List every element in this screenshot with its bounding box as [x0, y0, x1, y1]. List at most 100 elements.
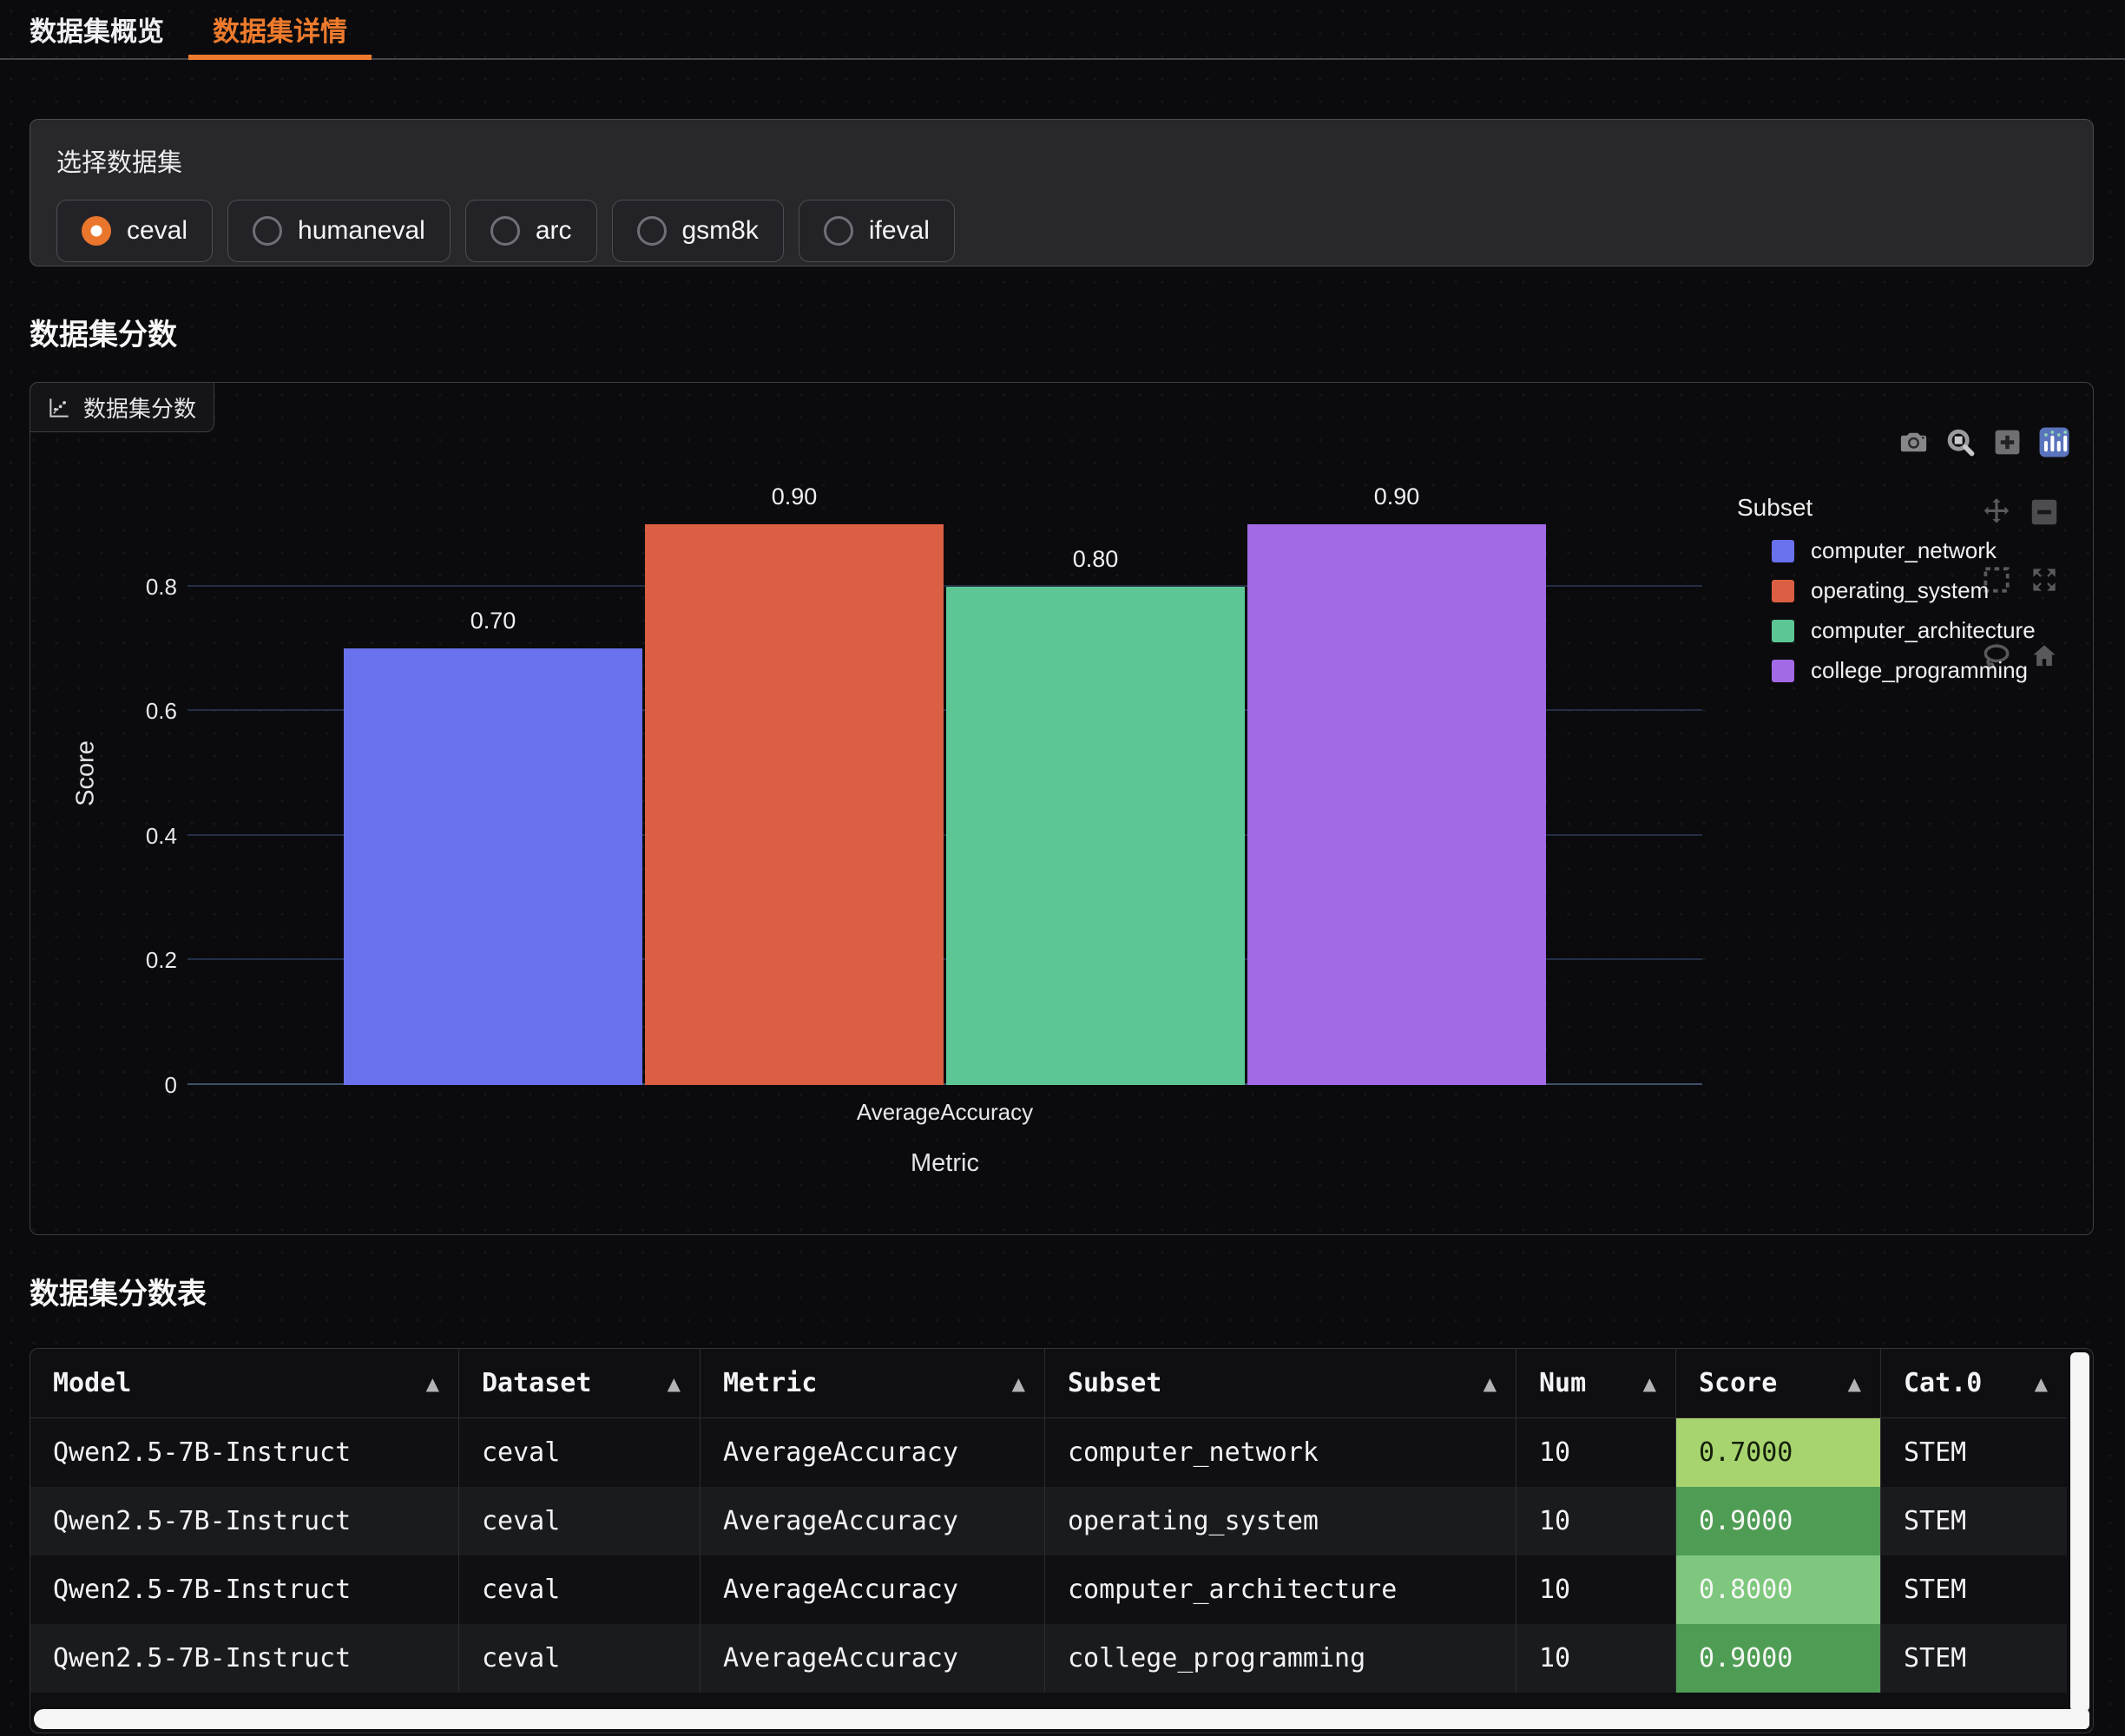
zoom-icon[interactable] [1944, 426, 1977, 458]
cell-metric[interactable]: AverageAccuracy [701, 1624, 1045, 1693]
legend-item-computer_network[interactable]: computer_network [1737, 537, 2036, 564]
column-header-model[interactable]: Model ▲ [30, 1349, 459, 1417]
cell-dataset[interactable]: ceval [459, 1624, 701, 1693]
legend-item-computer_architecture[interactable]: computer_architecture [1737, 617, 2036, 644]
radio-option-label: humaneval [298, 216, 425, 246]
table-row: Qwen2.5-7B-InstructcevalAverageAccuracyc… [30, 1418, 2067, 1487]
legend-item-college_programming[interactable]: college_programming [1737, 657, 2036, 684]
cell-dataset[interactable]: ceval [459, 1555, 701, 1624]
y-axis-title: Score [72, 740, 101, 806]
sort-ascending-icon: ▲ [2035, 1373, 2048, 1394]
camera-icon[interactable] [1898, 426, 1930, 458]
cell-metric[interactable]: AverageAccuracy [701, 1555, 1045, 1624]
table-row: Qwen2.5-7B-InstructcevalAverageAccuracyo… [30, 1487, 2067, 1555]
legend-item-label: computer_architecture [1811, 617, 2036, 644]
cell-num[interactable]: 10 [1516, 1487, 1676, 1555]
table-vertical-scrollbar[interactable] [2070, 1352, 2089, 1712]
radio-option-label: ceval [127, 216, 188, 246]
legend-item-label: computer_network [1811, 537, 1997, 564]
cell-score[interactable]: 0.7000 [1676, 1418, 1881, 1487]
cell-model[interactable]: Qwen2.5-7B-Instruct [30, 1555, 459, 1624]
column-header-subset[interactable]: Subset▲ [1045, 1349, 1516, 1417]
cell-cat-0[interactable]: STEM [1881, 1624, 2067, 1693]
plot-label: 数据集分数 [30, 382, 214, 432]
column-header-label: Metric [723, 1368, 817, 1398]
radio-option-ifeval[interactable]: ifeval [799, 200, 955, 262]
radio-option-ceval[interactable]: ceval [56, 200, 213, 262]
dataset-selector-panel: 选择数据集 ceval humaneval arc gsm8k ifeval [30, 119, 2094, 266]
y-tick-label: 0 [165, 1072, 177, 1098]
cell-num[interactable]: 10 [1516, 1555, 1676, 1624]
y-tick-label: 0.8 [146, 574, 177, 600]
column-header-label: Model [53, 1368, 131, 1398]
tab-1[interactable]: 数据集概览 [5, 0, 188, 58]
column-header-dataset[interactable]: Dataset ▲ [459, 1349, 701, 1417]
zoom-in-icon[interactable] [1991, 426, 2023, 458]
cell-subset[interactable]: computer_network [1045, 1418, 1516, 1487]
radio-option-humaneval[interactable]: humaneval [227, 200, 451, 262]
column-header-metric[interactable]: Metric▲ [701, 1349, 1045, 1417]
column-header-label: Cat.0 [1904, 1368, 1982, 1398]
tab-2[interactable]: 数据集详情 [188, 0, 372, 58]
cell-score[interactable]: 0.9000 [1676, 1487, 1881, 1555]
cell-score[interactable]: 0.8000 [1676, 1555, 1881, 1624]
radio-option-label: gsm8k [682, 216, 759, 246]
plot-area: 00.20.40.60.80.700.900.800.90AverageAccu… [188, 462, 1702, 1085]
legend-swatch [1772, 620, 1794, 642]
column-header-label: Dataset [482, 1368, 591, 1398]
column-header-score[interactable]: Score ▲ [1676, 1349, 1881, 1417]
y-tick-label: 0.2 [146, 947, 177, 973]
dataset-radio-group: ceval humaneval arc gsm8k ifeval [56, 200, 2067, 262]
cell-num[interactable]: 10 [1516, 1624, 1676, 1693]
cell-model[interactable]: Qwen2.5-7B-Instruct [30, 1487, 459, 1555]
x-tick-label: AverageAccuracy [857, 1099, 1033, 1126]
radio-option-arc[interactable]: arc [465, 200, 597, 262]
legend-item-label: college_programming [1811, 657, 2028, 684]
cell-dataset[interactable]: ceval [459, 1418, 701, 1487]
app-root: { "accent_color": "#ee7b2d", "tabs": [ {… [0, 0, 2125, 1736]
x-axis-title: Metric [911, 1149, 979, 1178]
cell-metric[interactable]: AverageAccuracy [701, 1487, 1045, 1555]
bar-value-label: 0.90 [772, 483, 818, 510]
bar-operating_system [645, 524, 944, 1085]
cell-cat-0[interactable]: STEM [1881, 1418, 2067, 1487]
legend-items: computer_network operating_system computer… [1737, 537, 2036, 684]
radio-selected-icon [82, 216, 111, 246]
plotly-modebar [1898, 426, 2070, 458]
sort-ascending-icon: ▲ [1484, 1373, 1497, 1394]
cell-model[interactable]: Qwen2.5-7B-Instruct [30, 1624, 459, 1693]
plotly-logo-icon[interactable] [2038, 426, 2070, 458]
table-horizontal-scrollbar[interactable] [34, 1709, 2089, 1729]
plot-label-text: 数据集分数 [83, 391, 196, 424]
sort-ascending-icon: ▲ [426, 1373, 439, 1394]
sort-ascending-icon: ▲ [1643, 1373, 1656, 1394]
column-header-cat-0[interactable]: Cat.0 ▲ [1881, 1349, 2067, 1417]
cell-metric[interactable]: AverageAccuracy [701, 1418, 1045, 1487]
table-body: Qwen2.5-7B-InstructcevalAverageAccuracyc… [30, 1418, 2067, 1693]
cell-subset[interactable]: college_programming [1045, 1624, 1516, 1693]
column-header-num[interactable]: Num▲ [1516, 1349, 1676, 1417]
chart-section-title: 数据集分数 [30, 311, 177, 353]
table-header-row: Model▲Dataset▲Metric▲Subset▲Num▲Score▲Ca… [30, 1349, 2067, 1418]
column-header-label: Score [1699, 1368, 1777, 1398]
table-row: Qwen2.5-7B-InstructcevalAverageAccuracyc… [30, 1555, 2067, 1624]
cell-model[interactable]: Qwen2.5-7B-Instruct [30, 1418, 459, 1487]
legend-swatch [1772, 540, 1794, 562]
y-tick-label: 0.4 [146, 823, 177, 849]
score-table: Model▲Dataset▲Metric▲Subset▲Num▲Score▲Ca… [30, 1349, 2067, 1693]
cell-num[interactable]: 10 [1516, 1418, 1676, 1487]
cell-subset[interactable]: computer_architecture [1045, 1555, 1516, 1624]
cell-subset[interactable]: operating_system [1045, 1487, 1516, 1555]
dataset-selector-label: 选择数据集 [56, 142, 2067, 179]
cell-cat-0[interactable]: STEM [1881, 1555, 2067, 1624]
radio-option-label: ifeval [869, 216, 930, 246]
sort-ascending-icon: ▲ [668, 1373, 681, 1394]
cell-score[interactable]: 0.9000 [1676, 1624, 1881, 1693]
cell-dataset[interactable]: ceval [459, 1487, 701, 1555]
radio-option-gsm8k[interactable]: gsm8k [612, 200, 784, 262]
bar-value-label: 0.90 [1374, 483, 1420, 510]
y-tick-label: 0.6 [146, 698, 177, 724]
sort-ascending-icon: ▲ [1848, 1373, 1861, 1394]
cell-cat-0[interactable]: STEM [1881, 1487, 2067, 1555]
legend-item-operating_system[interactable]: operating_system [1737, 577, 2036, 604]
